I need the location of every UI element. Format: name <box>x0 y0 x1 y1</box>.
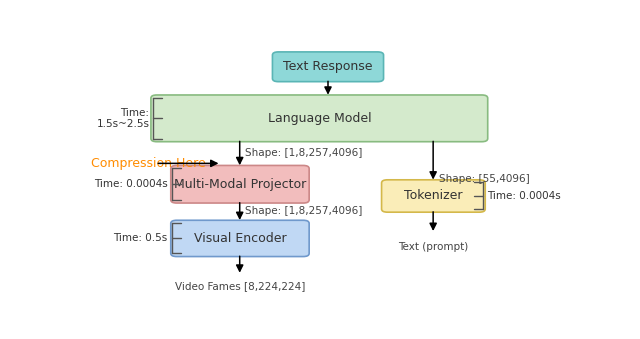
FancyBboxPatch shape <box>151 95 488 142</box>
Text: Tokenizer: Tokenizer <box>404 190 463 202</box>
FancyBboxPatch shape <box>273 52 383 82</box>
Text: Multi-Modal Projector: Multi-Modal Projector <box>174 178 306 191</box>
FancyBboxPatch shape <box>171 165 309 203</box>
Text: Shape: [55,4096]: Shape: [55,4096] <box>438 174 529 184</box>
FancyBboxPatch shape <box>171 220 309 257</box>
Text: Shape: [1,8,257,4096]: Shape: [1,8,257,4096] <box>245 206 362 216</box>
Text: Text Response: Text Response <box>284 60 372 73</box>
Text: Time: 0.0004s: Time: 0.0004s <box>487 191 561 201</box>
Text: Time: 0.5s: Time: 0.5s <box>113 233 168 243</box>
FancyBboxPatch shape <box>381 180 485 212</box>
Text: Time:
1.5s~2.5s: Time: 1.5s~2.5s <box>97 107 150 129</box>
Text: Visual Encoder: Visual Encoder <box>194 232 286 245</box>
Text: Language Model: Language Model <box>268 112 371 125</box>
Text: Time: 0.0004s: Time: 0.0004s <box>94 179 168 189</box>
Text: Video Fames [8,224,224]: Video Fames [8,224,224] <box>175 282 305 292</box>
Text: Compression Here: Compression Here <box>91 157 205 170</box>
Text: Shape: [1,8,257,4096]: Shape: [1,8,257,4096] <box>245 148 362 158</box>
Text: Text (prompt): Text (prompt) <box>398 242 468 252</box>
